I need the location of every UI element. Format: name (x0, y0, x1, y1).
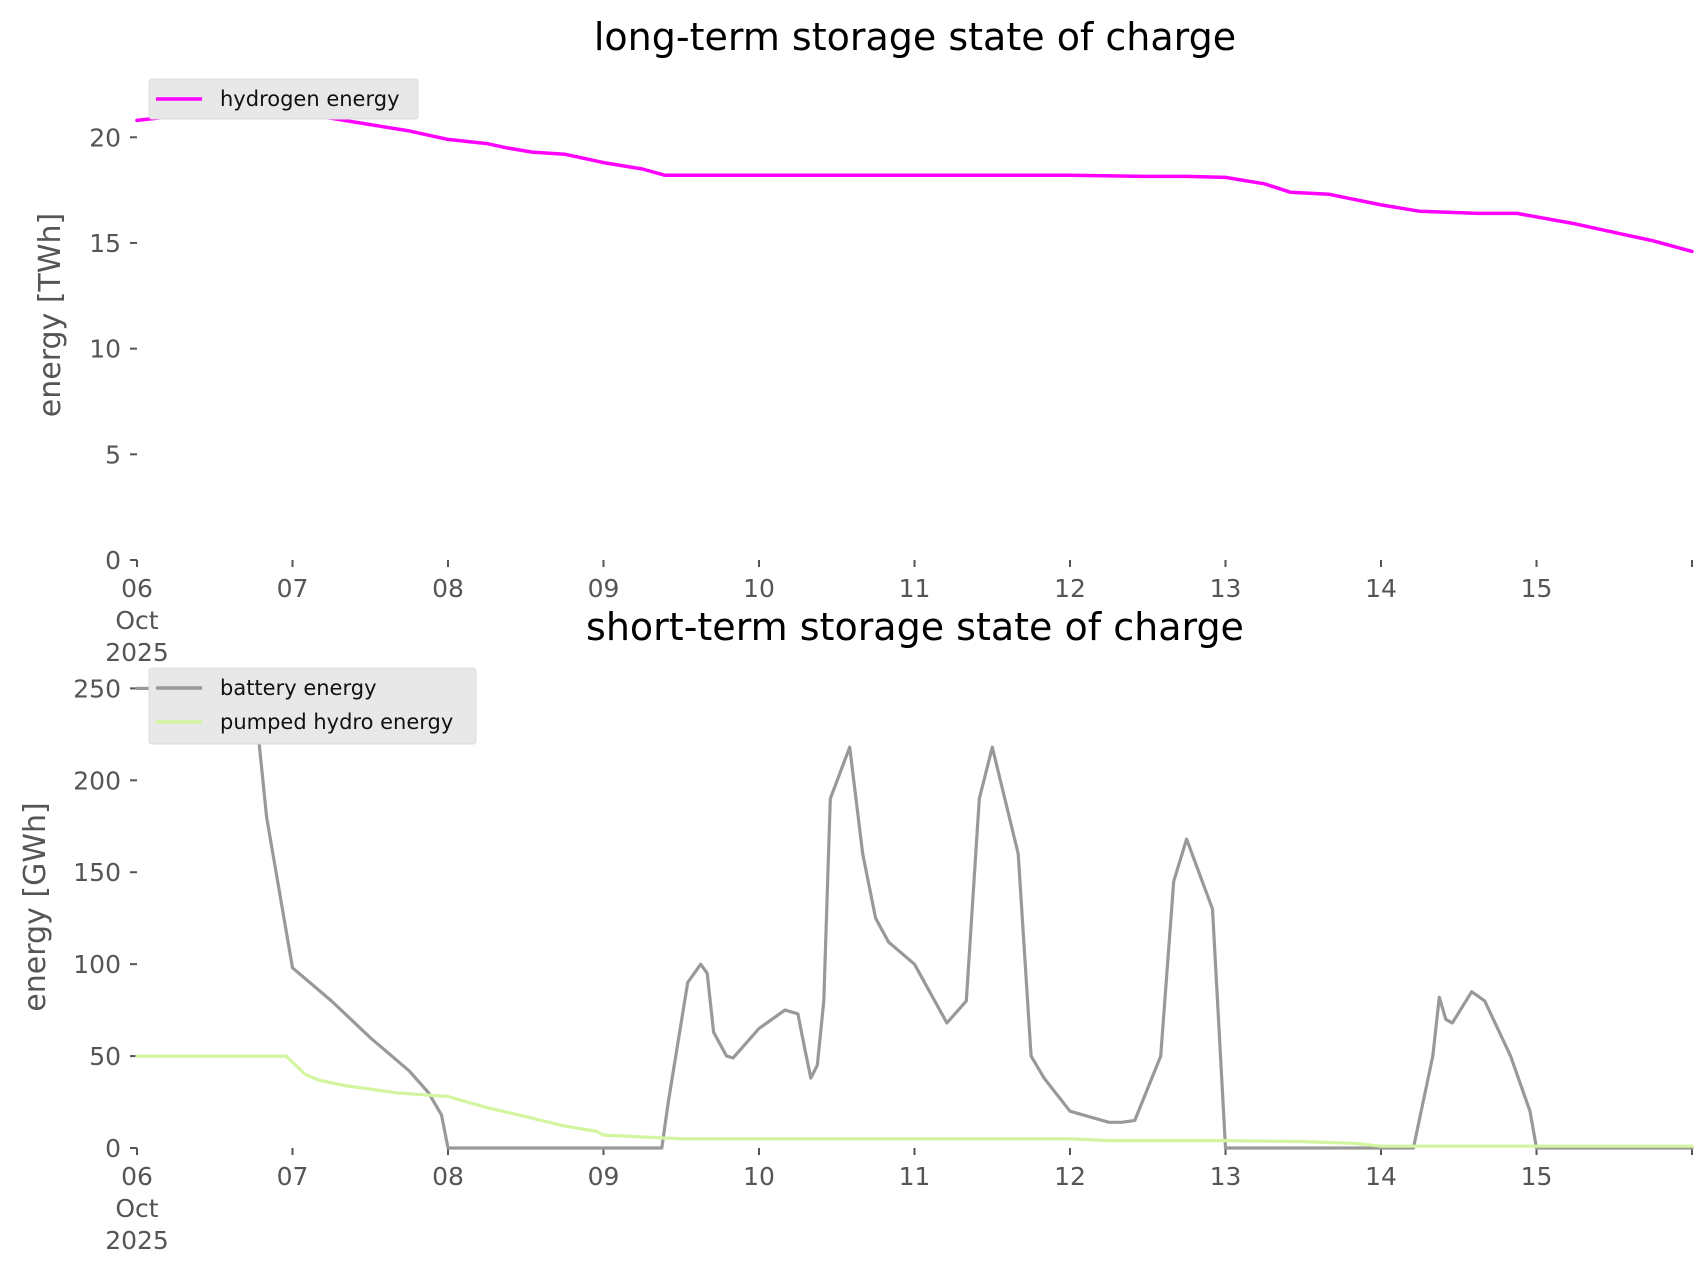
series-lines-short-term (135, 686, 1694, 1150)
x-tick-label: 13 (1210, 1162, 1242, 1191)
series-line-pumped-hydro-energy (135, 1054, 1694, 1148)
x-tick-label: 06 (121, 1162, 153, 1191)
x-tick-label: 12 (1054, 1162, 1086, 1191)
y-tick-label: 50 (89, 1042, 121, 1071)
y-tick-label: 0 (105, 546, 121, 575)
chart-title-short-term: short-term storage state of charge (586, 605, 1244, 649)
x-tick-label: 06 (121, 574, 153, 603)
y-tick-label: 0 (105, 1134, 121, 1163)
x-tick-label: 09 (588, 1162, 620, 1191)
y-tick-label: 10 (89, 335, 121, 364)
x-tick-label: 08 (432, 574, 464, 603)
x-tick-label: 07 (277, 1162, 309, 1191)
long-term-chart: long-term storage state of charge energy… (33, 15, 1694, 667)
y-tick-label: 20 (89, 123, 121, 152)
x-tick-label: 10 (743, 574, 775, 603)
x-tick-label: 09 (588, 574, 620, 603)
x-tick-label: 10 (743, 1162, 775, 1191)
x-tick-label: 15 (1521, 574, 1553, 603)
series-lines-long-term (135, 111, 1694, 254)
x-tick-label: 15 (1521, 1162, 1553, 1191)
series-line-hydrogen-energy (135, 111, 1694, 254)
legend-box (148, 78, 419, 120)
y-tick-label: 5 (105, 440, 121, 469)
legend-box (148, 667, 477, 745)
legend-short-term: battery energy pumped hydro energy (148, 667, 477, 745)
x-tick-label: 14 (1365, 1162, 1397, 1191)
axes-short-term: 0 50 100 150 200 250 06 Oct 2025 07 08 09 10 11 12 13 14… (73, 674, 1693, 1255)
x-tick-sublabel: 2025 (105, 1226, 169, 1255)
short-term-chart: short-term storage state of charge energ… (18, 605, 1694, 1255)
y-axis-label-short-term: energy [GWh] (18, 802, 53, 1011)
series-line-battery-energy (135, 686, 1694, 1150)
x-tick-sublabel: Oct (115, 606, 158, 635)
y-tick-label: 15 (89, 229, 121, 258)
legend-label: battery energy (220, 676, 377, 700)
x-tick-label: 14 (1365, 574, 1397, 603)
x-tick-label: 11 (899, 574, 931, 603)
y-tick-label: 150 (73, 858, 121, 887)
x-tick-label: 08 (432, 1162, 464, 1191)
x-tick-label: 07 (277, 574, 309, 603)
axes-long-term: 0 5 10 15 20 06 Oct 2025 07 08 09 10 11 12 13 14 15 (89, 123, 1693, 667)
chart-title-long-term: long-term storage state of charge (594, 15, 1236, 59)
x-tick-label: 12 (1054, 574, 1086, 603)
y-tick-label: 100 (73, 950, 121, 979)
y-axis-label-long-term: energy [TWh] (33, 213, 68, 417)
legend-label: pumped hydro energy (220, 710, 453, 734)
x-tick-label: 13 (1210, 574, 1242, 603)
legend-long-term: hydrogen energy (148, 78, 419, 120)
x-tick-sublabel: 2025 (105, 638, 169, 667)
y-tick-label: 250 (73, 674, 121, 703)
legend-label: hydrogen energy (220, 87, 400, 111)
x-tick-sublabel: Oct (115, 1194, 158, 1223)
x-tick-label: 11 (899, 1162, 931, 1191)
y-tick-label: 200 (73, 766, 121, 795)
